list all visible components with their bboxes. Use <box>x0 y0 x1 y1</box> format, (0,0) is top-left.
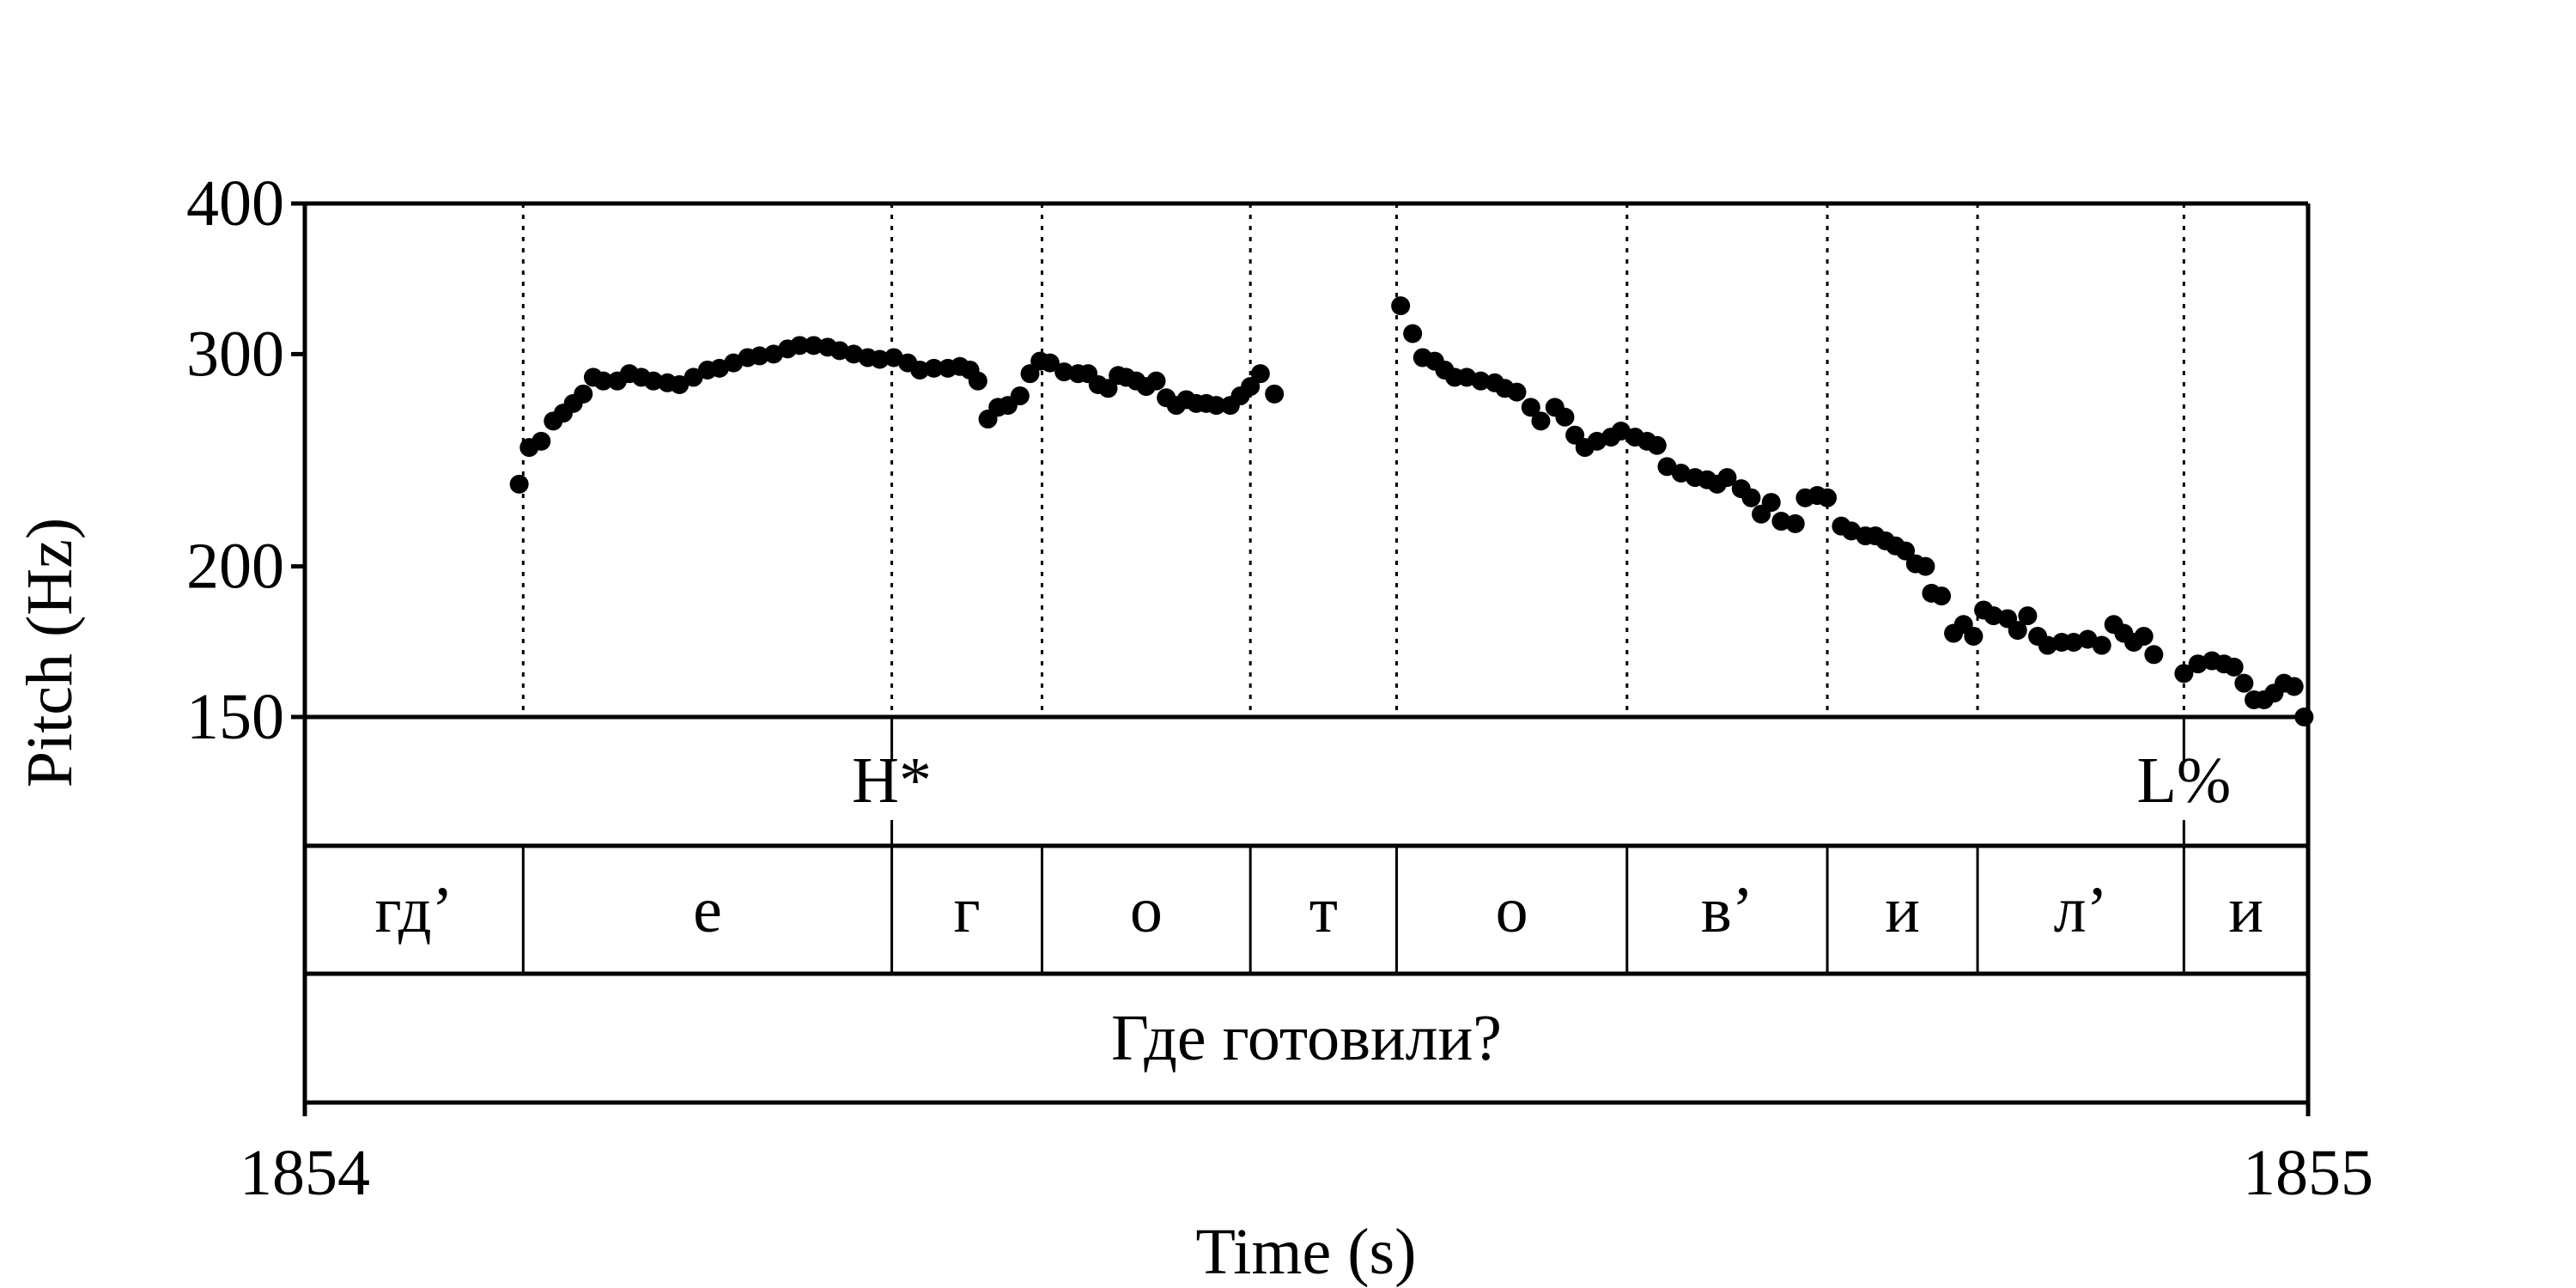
pitch-point <box>2134 627 2154 647</box>
pitch-point <box>750 346 769 366</box>
segment-label: о <box>1496 874 1528 946</box>
segment-label: г <box>953 874 980 946</box>
pitch-point <box>910 360 930 380</box>
pitch-point <box>1010 386 1030 406</box>
pitch-point <box>593 371 613 391</box>
segment-label: т <box>1309 874 1338 946</box>
pitch-point <box>1916 556 1935 576</box>
pitch-point <box>804 336 823 355</box>
pitch-point <box>532 431 551 451</box>
pitch-point <box>1146 371 1166 391</box>
segment-label: в’ <box>1701 874 1753 946</box>
pitch-point <box>2284 677 2304 696</box>
pitch-point <box>1403 324 1423 343</box>
pitch-point <box>924 358 944 378</box>
pitch-point <box>2038 635 2057 655</box>
pitch-point <box>2008 621 2027 641</box>
pitch-point <box>1741 488 1761 507</box>
x-axis-label: Time (s) <box>1196 1216 1417 1288</box>
pitch-point <box>2144 645 2164 665</box>
pitch-point <box>2234 673 2254 693</box>
segment-label: о <box>1130 874 1163 946</box>
pitch-point <box>1657 457 1677 477</box>
segment-label: и <box>1885 874 1920 946</box>
word-label: Где готовили? <box>1111 1002 1502 1074</box>
pitch-point <box>1647 435 1667 455</box>
pitch-point <box>1206 396 1226 416</box>
pitch-point <box>1964 627 1984 647</box>
pitch-point <box>1054 362 1074 382</box>
pitch-point <box>574 384 593 404</box>
segment-label: л’ <box>2054 874 2108 946</box>
x-tick-label: 1854 <box>240 1137 370 1209</box>
pitch-point <box>683 368 703 387</box>
pitch-point <box>1932 586 1952 606</box>
pitch-point <box>509 474 529 494</box>
pitch-point <box>1771 512 1791 532</box>
pitch-point <box>643 371 663 391</box>
pitch-point <box>1241 377 1261 397</box>
pitch-point <box>870 349 890 369</box>
pitch-point <box>1040 353 1060 373</box>
tone-label: L% <box>2136 744 2231 817</box>
pitch-point <box>2174 664 2194 683</box>
pitch-point <box>1761 493 1781 513</box>
pitch-point <box>1717 468 1737 488</box>
y-tick-label: 400 <box>186 167 284 240</box>
pitch-point <box>670 374 690 394</box>
segment-label: гд’ <box>374 874 453 946</box>
pitch-point <box>1471 371 1491 391</box>
pitch-point <box>1896 541 1916 561</box>
x-tick-label: 1855 <box>2243 1137 2373 1209</box>
pitch-point <box>1391 296 1411 316</box>
pitch-point <box>1531 411 1551 431</box>
y-tick-label: 300 <box>186 318 284 390</box>
y-tick-label: 150 <box>186 681 284 753</box>
pitch-point <box>1098 379 1118 398</box>
pitch-point <box>1984 606 2003 626</box>
y-axis-label: Pitch (Hz) <box>14 518 86 787</box>
y-tick-label: 200 <box>186 531 284 603</box>
pitch-point <box>2224 657 2244 677</box>
pitch-point <box>1818 488 1838 507</box>
pitch-point <box>1555 407 1575 427</box>
pitch-point <box>1521 398 1540 417</box>
pitch-point <box>1265 384 1285 404</box>
pitch-point <box>1507 382 1527 402</box>
tone-label: H* <box>852 744 932 817</box>
segment-label: е <box>693 874 722 946</box>
segment-label: и <box>2228 874 2263 946</box>
pitch-point <box>968 371 987 391</box>
pitch-point <box>2294 708 2314 726</box>
pitch-point <box>790 336 810 355</box>
pitch-point <box>1250 364 1270 384</box>
pitch-point <box>2064 633 2084 653</box>
pitch-point <box>2018 606 2038 626</box>
pitch-point <box>2092 635 2111 655</box>
pitch-point <box>1785 513 1805 533</box>
